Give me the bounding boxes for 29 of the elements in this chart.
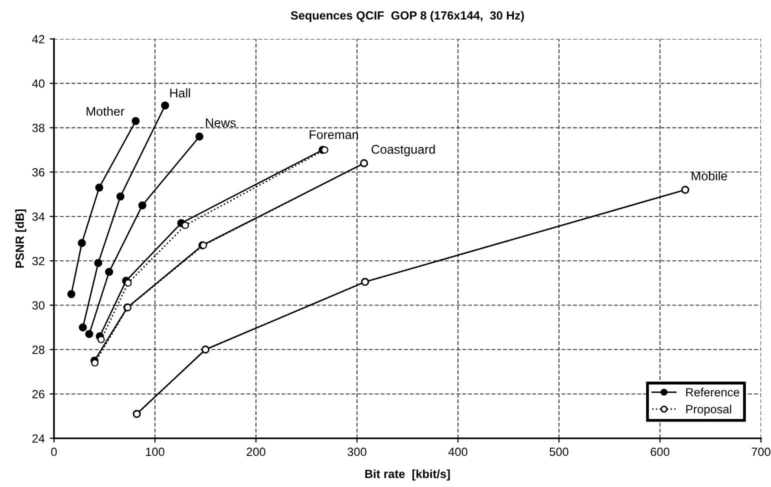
y-tick-label: 28 bbox=[32, 346, 44, 354]
annotation: Mobile bbox=[692, 171, 728, 180]
x-tick-label: 300 bbox=[348, 448, 366, 456]
y-tick-label: 42 bbox=[32, 34, 44, 44]
annotation: Coastguard bbox=[372, 144, 435, 156]
x-tick-label: 200 bbox=[246, 448, 266, 456]
y-tick-label: 34 bbox=[32, 212, 45, 221]
chart-title: Sequences QCIF GOP 8 (176x144, 30 Hz) bbox=[290, 10, 524, 22]
legend-label: Proposal bbox=[686, 404, 732, 416]
x-tick-label: 700 bbox=[752, 448, 770, 456]
x-axis-title: Bit rate [kbit/s] bbox=[365, 469, 450, 480]
annotation: Hall bbox=[170, 88, 190, 98]
x-tick-label: 600 bbox=[650, 448, 670, 456]
annotation: Mother bbox=[86, 106, 124, 116]
x-tick-label: 100 bbox=[146, 448, 164, 456]
y-tick-label: 24 bbox=[32, 434, 45, 443]
x-tick-label: 400 bbox=[448, 448, 468, 456]
y-axis-title: PSNR [dB] bbox=[15, 209, 26, 268]
y-tick-label: 26 bbox=[32, 390, 44, 398]
y-tick-label: 32 bbox=[32, 256, 44, 266]
x-tick-label: 500 bbox=[550, 448, 568, 456]
y-tick-label: 36 bbox=[32, 168, 44, 176]
y-tick-label: 30 bbox=[32, 301, 44, 310]
y-tick-label: 40 bbox=[32, 79, 44, 88]
x-tick-label: 0 bbox=[51, 448, 57, 456]
annotation: Foreman bbox=[310, 130, 358, 140]
annotation: News bbox=[206, 118, 236, 128]
y-tick-label: 38 bbox=[32, 124, 44, 132]
legend-label: Reference bbox=[686, 388, 740, 396]
